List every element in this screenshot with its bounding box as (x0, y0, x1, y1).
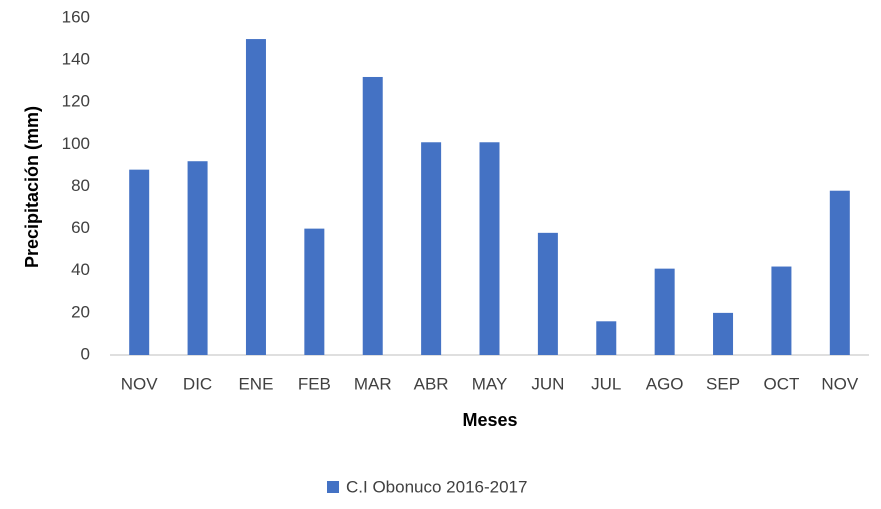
bar (421, 142, 442, 355)
bar (537, 232, 558, 355)
bar (362, 76, 383, 355)
bar (713, 312, 734, 355)
x-tick-label: MAY (472, 374, 508, 393)
x-axis-label: Meses (462, 410, 517, 430)
x-tick-label: DIC (183, 374, 212, 393)
y-tick-label: 100 (62, 134, 90, 153)
y-tick-label: 120 (62, 92, 90, 111)
bar (654, 268, 675, 355)
y-axis-label: Precipitación (mm) (22, 106, 42, 268)
legend-swatch (327, 481, 339, 493)
x-tick-label: ABR (414, 374, 449, 393)
x-tick-label: ENE (238, 374, 273, 393)
x-tick-label: JUN (531, 374, 564, 393)
bar (304, 228, 325, 355)
y-tick-label: 80 (71, 176, 90, 195)
y-tick-label: 140 (62, 50, 90, 69)
x-tick-label: JUL (591, 374, 621, 393)
bar (479, 142, 500, 355)
x-tick-label: OCT (763, 374, 799, 393)
x-tick-label: NOV (821, 374, 859, 393)
bar (129, 169, 150, 355)
y-tick-label: 60 (71, 218, 90, 237)
bar (771, 266, 792, 355)
x-tick-label: FEB (298, 374, 331, 393)
y-tick-label: 40 (71, 260, 90, 279)
bar (596, 321, 617, 355)
bar (829, 190, 850, 355)
y-tick-label: 160 (62, 7, 90, 26)
y-tick-label: 0 (81, 344, 90, 363)
x-tick-label: AGO (646, 374, 684, 393)
bar (245, 39, 266, 355)
x-tick-label: SEP (706, 374, 740, 393)
bar (187, 161, 208, 355)
y-tick-label: 20 (71, 302, 90, 321)
x-tick-label: MAR (354, 374, 392, 393)
x-tick-label: NOV (121, 374, 159, 393)
legend-label: C.I Obonuco 2016-2017 (346, 477, 527, 496)
